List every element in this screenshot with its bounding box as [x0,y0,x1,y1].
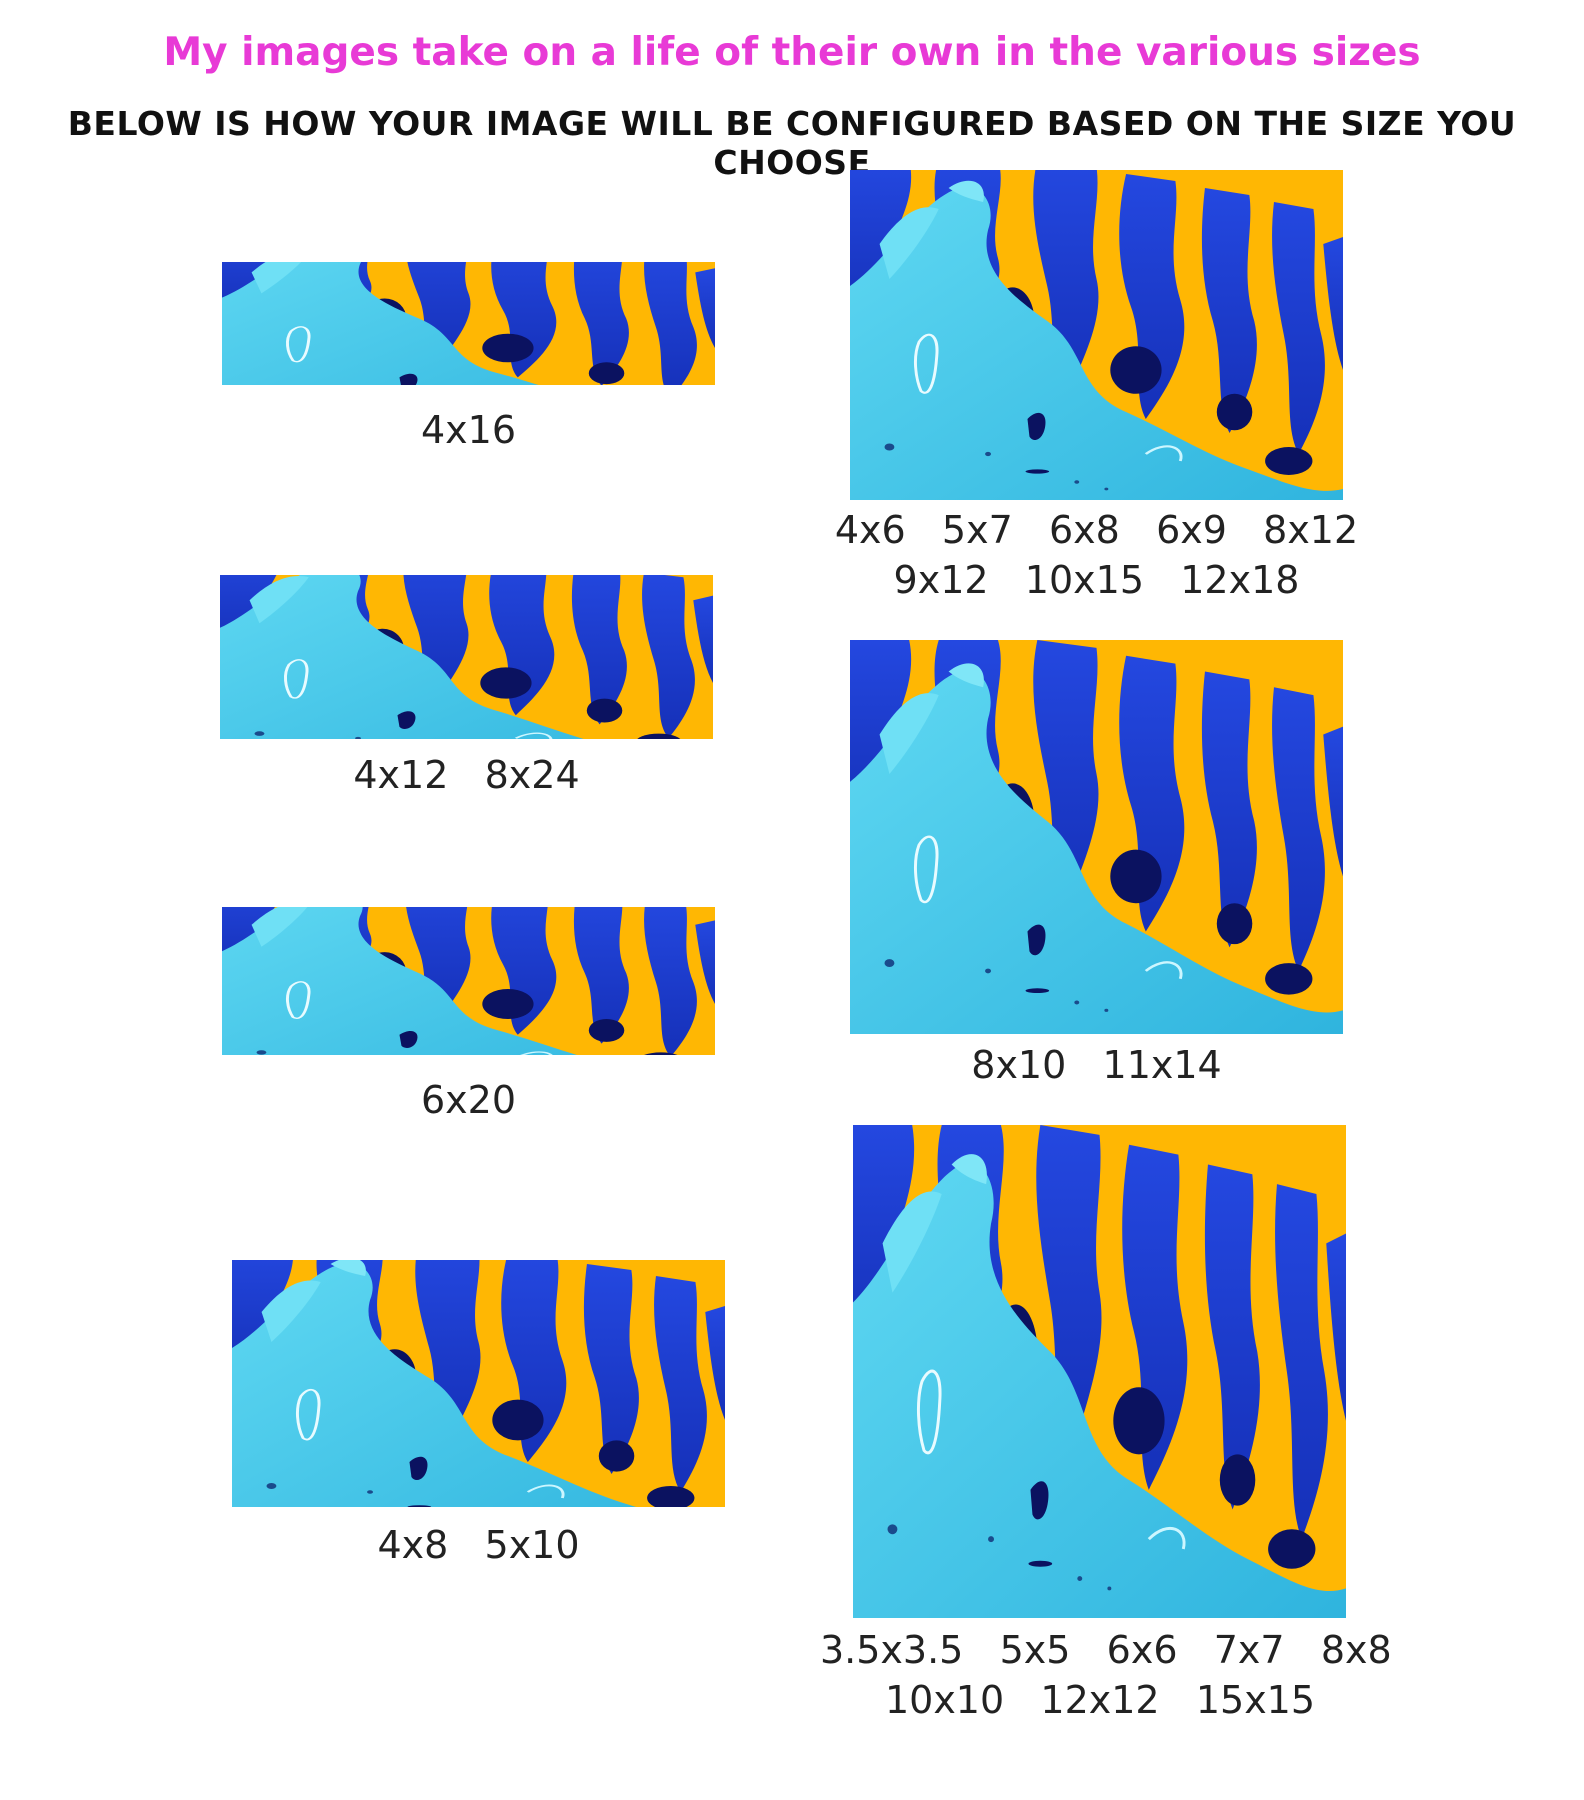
preview-image-6x20 [222,907,715,1055]
caption-4x16: 4x16 [420,408,517,452]
preview-image-4x6 [850,170,1343,500]
preview-image-4x16 [222,262,715,385]
caption-square-group-line2: 10x10 12x12 15x15 [884,1678,1316,1722]
subheadline: BELOW IS HOW YOUR IMAGE WILL BE CONFIGUR… [67,104,1517,182]
caption-4x12-8x24: 4x12 8x24 [353,753,580,797]
preview-image-4x12 [220,575,713,739]
preview-image-8x10 [850,640,1343,1034]
headline: My images take on a life of their own in… [163,30,1421,75]
preview-image-square [853,1125,1346,1618]
caption-8x10-11x14: 8x10 11x14 [971,1043,1222,1087]
preview-image-4x8 [232,1260,725,1507]
caption-square-group-line1: 3.5x3.5 5x5 6x6 7x7 8x8 [820,1628,1392,1672]
caption-4x6-group-line1: 4x6 5x7 6x8 6x9 8x12 [834,508,1359,552]
caption-4x6-group-line2: 9x12 10x15 12x18 [893,558,1300,602]
caption-6x20: 6x20 [420,1078,517,1122]
caption-4x8-5x10: 4x8 5x10 [377,1523,580,1567]
